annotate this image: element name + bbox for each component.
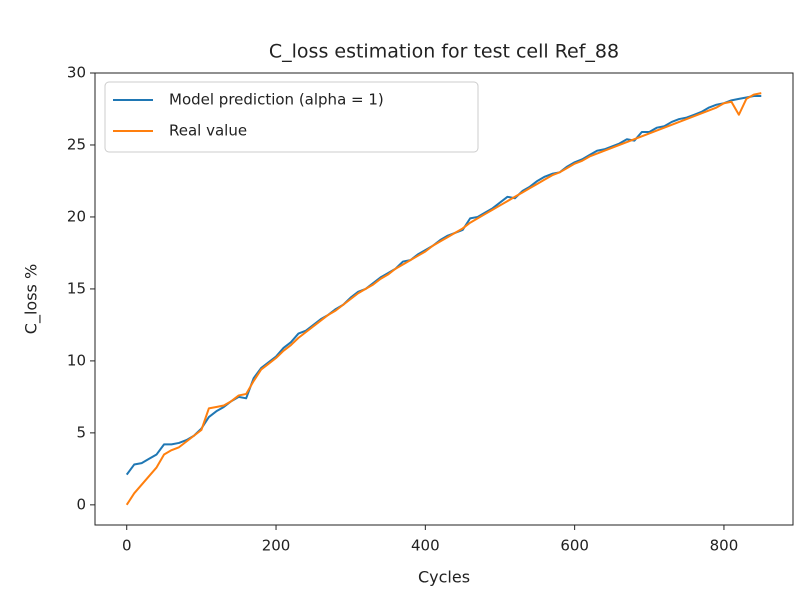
data-line: [125, 92, 762, 506]
x-tick-label: 0: [122, 537, 132, 555]
x-tick-label: 400: [411, 537, 440, 555]
x-tick-label: 800: [710, 537, 739, 555]
legend-box: [104, 81, 479, 153]
legend: Model prediction (alpha = 1) Real value: [104, 81, 479, 153]
legend-label: Model prediction (alpha = 1): [169, 91, 384, 109]
y-tick-label: 5: [76, 423, 86, 441]
legend-label: Real value: [169, 122, 247, 140]
y-tick-label: 15: [67, 279, 86, 297]
y-tick-label: 0: [76, 495, 86, 513]
y-tick-label: 25: [67, 135, 86, 153]
y-axis-label: C_loss %: [22, 264, 42, 334]
x-tick-label: 200: [262, 537, 291, 555]
x-tick-label: 600: [560, 537, 589, 555]
x-axis-label: Cycles: [418, 568, 470, 587]
y-tick-label: 20: [67, 207, 86, 225]
chart-title: C_loss estimation for test cell Ref_88: [269, 41, 619, 63]
y-tick-label: 30: [67, 64, 86, 82]
y-tick-label: 10: [67, 351, 86, 369]
axes-frame: [94, 72, 794, 526]
